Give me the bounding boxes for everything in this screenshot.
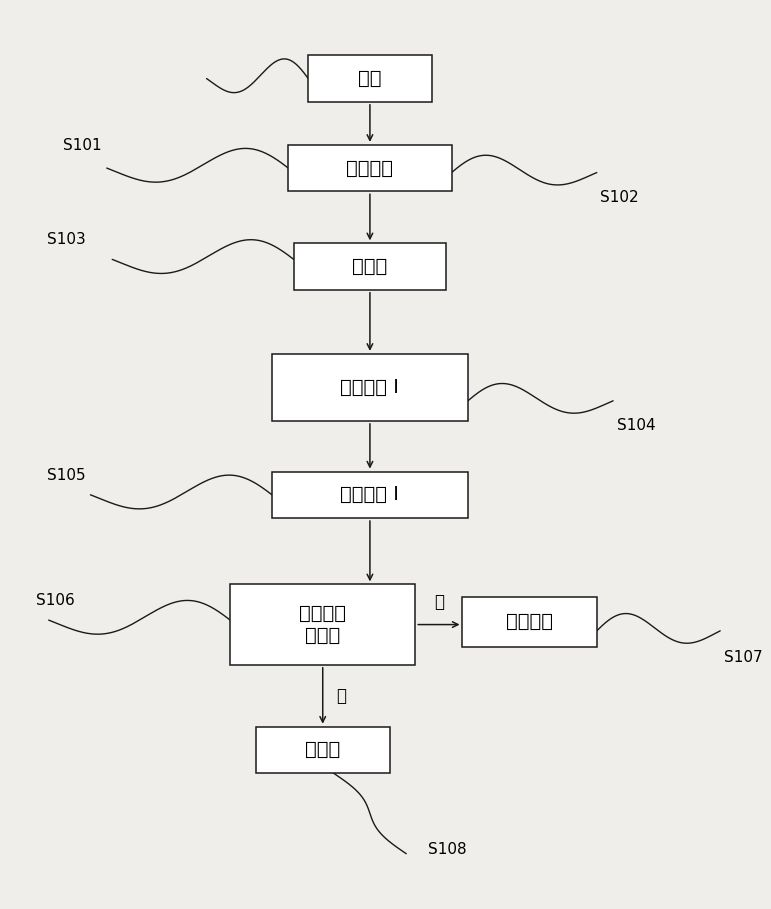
FancyBboxPatch shape (463, 597, 597, 646)
FancyBboxPatch shape (308, 55, 432, 102)
FancyBboxPatch shape (272, 354, 468, 421)
Text: S104: S104 (617, 418, 655, 434)
FancyBboxPatch shape (231, 584, 416, 664)
Text: S101: S101 (62, 138, 101, 154)
Text: 图像库: 图像库 (352, 257, 388, 276)
Text: 是: 是 (434, 594, 444, 611)
Text: 报警提示: 报警提示 (506, 613, 553, 632)
Text: S108: S108 (428, 842, 466, 857)
Text: S103: S103 (46, 232, 86, 247)
FancyBboxPatch shape (272, 472, 468, 518)
Text: 达到或超
过阈值: 达到或超 过阈值 (299, 604, 346, 645)
Text: 比对结果 I: 比对结果 I (341, 485, 399, 504)
FancyBboxPatch shape (288, 145, 452, 191)
Text: S107: S107 (724, 650, 763, 665)
Text: 图像信息 I: 图像信息 I (341, 378, 399, 397)
Text: 不提示: 不提示 (305, 741, 340, 759)
Text: S105: S105 (47, 467, 86, 483)
Text: S106: S106 (35, 593, 75, 608)
Text: 否: 否 (336, 686, 346, 704)
Text: 激光: 激光 (359, 69, 382, 88)
Text: S102: S102 (601, 190, 639, 205)
Text: 荧光光谱: 荧光光谱 (346, 158, 393, 177)
FancyBboxPatch shape (255, 726, 390, 774)
FancyBboxPatch shape (294, 244, 446, 290)
